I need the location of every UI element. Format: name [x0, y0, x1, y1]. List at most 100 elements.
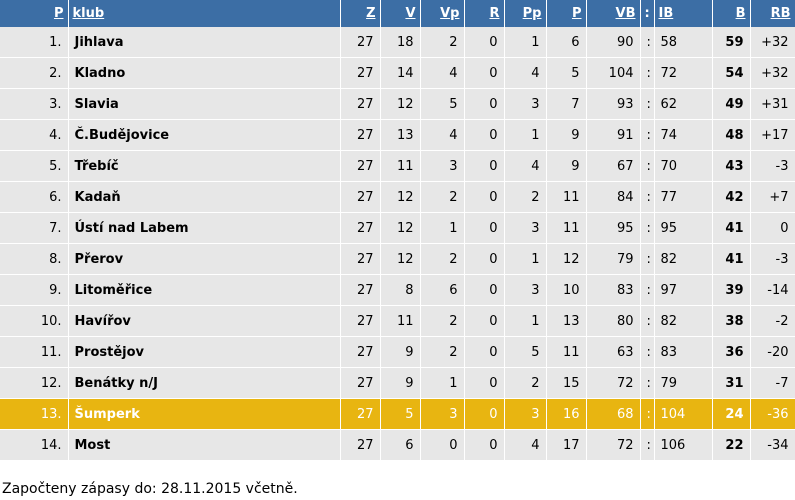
table-row: 7. Ústí nad Labem 27 12 1 0 3 11 95 : 95…	[0, 212, 795, 244]
cell-draws: 0	[464, 274, 505, 306]
cell-colon: :	[640, 367, 655, 399]
cell-wins: 11	[380, 150, 421, 182]
cell-goals-for: 68	[586, 398, 641, 430]
col-header-club[interactable]: klub	[68, 0, 341, 27]
cell-club[interactable]: Kladno	[68, 57, 341, 89]
cell-position: 9.	[0, 274, 69, 306]
cell-colon: :	[640, 57, 655, 89]
cell-points: 39	[712, 274, 751, 306]
cell-wins: 14	[380, 57, 421, 89]
cell-goals-against: 106	[654, 429, 713, 461]
table-row: 2. Kladno 27 14 4 0 4 5 104 : 72 54 +32	[0, 57, 795, 89]
col-header-goals-for[interactable]: VB	[586, 0, 641, 27]
cell-club[interactable]: Třebíč	[68, 150, 341, 182]
cell-colon: :	[640, 119, 655, 151]
col-header-played[interactable]: Z	[340, 0, 381, 27]
cell-goals-against: 95	[654, 212, 713, 244]
cell-losses: 9	[546, 150, 587, 182]
cell-wins: 13	[380, 119, 421, 151]
cell-club[interactable]: Litoměřice	[68, 274, 341, 306]
cell-club[interactable]: Č.Budějovice	[68, 119, 341, 151]
cell-colon: :	[640, 336, 655, 368]
cell-position: 4.	[0, 119, 69, 151]
cell-losses: 5	[546, 57, 587, 89]
cell-position: 14.	[0, 429, 69, 461]
cell-overtime-wins: 6	[420, 274, 465, 306]
cell-colon: :	[640, 88, 655, 120]
cell-colon: :	[640, 243, 655, 275]
table-row: 8. Přerov 27 12 2 0 1 12 79 : 82 41 -3	[0, 243, 795, 275]
cell-losses: 12	[546, 243, 587, 275]
table-row: 9. Litoměřice 27 8 6 0 3 10 83 : 97 39 -…	[0, 274, 795, 306]
cell-points: 43	[712, 150, 751, 182]
cell-goal-diff: -3	[750, 243, 795, 275]
col-header-losses[interactable]: P	[546, 0, 587, 27]
cell-overtime-losses: 1	[504, 119, 547, 151]
cell-goal-diff: +32	[750, 57, 795, 89]
col-header-points[interactable]: B	[712, 0, 751, 27]
col-header-colon: :	[640, 0, 655, 27]
cell-goals-against: 82	[654, 243, 713, 275]
cell-losses: 10	[546, 274, 587, 306]
cell-club[interactable]: Jihlava	[68, 27, 341, 58]
cell-played: 27	[340, 243, 381, 275]
cell-points: 38	[712, 305, 751, 337]
col-header-overtime-wins[interactable]: Vp	[420, 0, 465, 27]
cell-goals-for: 80	[586, 305, 641, 337]
cell-goal-diff: +32	[750, 27, 795, 58]
cell-played: 27	[340, 119, 381, 151]
cell-club[interactable]: Ústí nad Labem	[68, 212, 341, 244]
cell-draws: 0	[464, 305, 505, 337]
table-row: 10. Havířov 27 11 2 0 1 13 80 : 82 38 -2	[0, 305, 795, 337]
cell-played: 27	[340, 181, 381, 213]
cell-overtime-wins: 2	[420, 181, 465, 213]
cell-goal-diff: +7	[750, 181, 795, 213]
cell-points: 41	[712, 243, 751, 275]
cell-goals-against: 83	[654, 336, 713, 368]
cell-overtime-wins: 5	[420, 88, 465, 120]
cell-played: 27	[340, 150, 381, 182]
cell-points: 36	[712, 336, 751, 368]
cell-overtime-wins: 1	[420, 367, 465, 399]
cell-club[interactable]: Šumperk	[68, 398, 341, 430]
col-header-overtime-losses[interactable]: Pp	[504, 0, 547, 27]
cell-club[interactable]: Most	[68, 429, 341, 461]
cell-draws: 0	[464, 243, 505, 275]
cell-club[interactable]: Kadaň	[68, 181, 341, 213]
cell-club[interactable]: Prostějov	[68, 336, 341, 368]
cell-goals-for: 93	[586, 88, 641, 120]
cell-goal-diff: -3	[750, 150, 795, 182]
col-header-draws[interactable]: R	[464, 0, 505, 27]
cell-wins: 9	[380, 367, 421, 399]
cell-overtime-losses: 3	[504, 274, 547, 306]
cell-goal-diff: -14	[750, 274, 795, 306]
table-row: 5. Třebíč 27 11 3 0 4 9 67 : 70 43 -3	[0, 150, 795, 182]
cell-overtime-losses: 3	[504, 88, 547, 120]
col-header-goal-diff[interactable]: RB	[750, 0, 795, 27]
table-header-row: P klub Z V Vp R Pp P VB : IB B RB	[0, 0, 795, 27]
col-header-goals-against[interactable]: IB	[654, 0, 713, 27]
cell-goal-diff: -36	[750, 398, 795, 430]
cell-club[interactable]: Havířov	[68, 305, 341, 337]
cell-wins: 8	[380, 274, 421, 306]
cell-overtime-wins: 2	[420, 305, 465, 337]
cell-points: 49	[712, 88, 751, 120]
cell-goals-against: 97	[654, 274, 713, 306]
table-row: 4. Č.Budějovice 27 13 4 0 1 9 91 : 74 48…	[0, 119, 795, 151]
table-row: 3. Slavia 27 12 5 0 3 7 93 : 62 49 +31	[0, 88, 795, 120]
cell-club[interactable]: Slavia	[68, 88, 341, 120]
cell-goal-diff: -20	[750, 336, 795, 368]
col-header-wins[interactable]: V	[380, 0, 421, 27]
cell-club[interactable]: Přerov	[68, 243, 341, 275]
cell-draws: 0	[464, 27, 505, 58]
cell-club[interactable]: Benátky n/J	[68, 367, 341, 399]
cell-goals-against: 74	[654, 119, 713, 151]
cell-played: 27	[340, 57, 381, 89]
cell-goals-for: 90	[586, 27, 641, 58]
cell-losses: 11	[546, 336, 587, 368]
cell-colon: :	[640, 429, 655, 461]
cell-points: 24	[712, 398, 751, 430]
col-header-position[interactable]: P	[0, 0, 69, 27]
cell-colon: :	[640, 27, 655, 58]
cell-losses: 17	[546, 429, 587, 461]
